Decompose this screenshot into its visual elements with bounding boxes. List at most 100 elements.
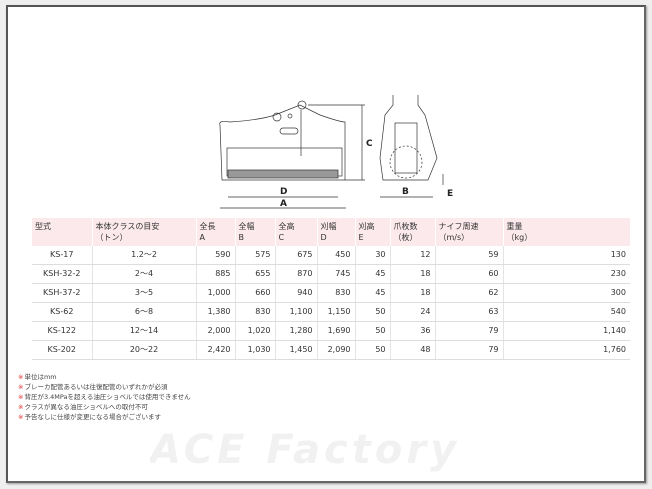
header-label: 爪枚数 (393, 222, 418, 231)
table-cell: 18 (390, 264, 436, 284)
table-cell: 1,140 (503, 321, 630, 341)
table-cell: 590 (196, 246, 236, 265)
column-header: 刈高 E (355, 218, 391, 246)
note-marker: ※ (18, 373, 24, 381)
note-item: ※クラスが異なる油圧ショベルへの取付不可 (18, 402, 191, 412)
header-sublabel: C (278, 233, 285, 242)
header-sublabel: （m/s） (438, 233, 470, 242)
table-cell: 575 (235, 246, 276, 265)
table-cell: 660 (235, 283, 276, 303)
note-text: ブレーカ配管あるいは往復配管のいずれかが必須 (24, 383, 168, 391)
product-dimension-diagram: C D A B E (219, 95, 453, 209)
header-label: 重量 (506, 222, 523, 231)
header-sublabel: （トン） (95, 233, 128, 242)
table-row: KSH-32-2 2～4 885 655 870 745 45 18 60 230 (32, 264, 630, 284)
spec-table: 型式 本体クラスの目安 （トン） 全長 A 全幅 B 全高 C 刈幅 D 刈高 E 爪枚数 （枚） ナイフ周速… (32, 218, 630, 360)
column-header: 全高 C (275, 218, 318, 246)
table-cell: 1,450 (275, 340, 318, 360)
table-cell: 1,030 (235, 340, 276, 360)
header-sublabel: （枚） (393, 233, 418, 242)
watermark-logo: ACE Factory (150, 427, 461, 473)
side-view (379, 95, 444, 198)
column-header: 重量 （kg） (503, 218, 630, 246)
table-cell: KS-122 (32, 321, 93, 341)
table-cell: 450 (317, 246, 356, 265)
table-cell: KSH-37-2 (32, 283, 93, 303)
note-item: ※ブレーカ配管あるいは往復配管のいずれかが必須 (18, 382, 191, 392)
label-c: C (366, 139, 373, 149)
column-header: ナイフ周速 （m/s） (435, 218, 504, 246)
header-sublabel: D (320, 233, 327, 242)
header-sublabel: A (199, 233, 205, 242)
table-cell: 1.2～2 (92, 246, 197, 265)
table-cell: 230 (503, 264, 630, 284)
note-marker: ※ (18, 383, 24, 391)
note-text: 背圧が3.4MPaを超える油圧ショベルでは使用できません (24, 393, 191, 401)
note-marker: ※ (18, 413, 24, 421)
note-item: ※背圧が3.4MPaを超える油圧ショベルでは使用できません (18, 392, 191, 402)
table-cell: 24 (390, 302, 436, 322)
header-label: ナイフ周速 (438, 222, 479, 231)
column-header: 刈幅 D (317, 218, 356, 246)
label-b: B (402, 187, 409, 197)
table-cell: 830 (235, 302, 276, 322)
table-cell: 36 (390, 321, 436, 341)
column-header: 型式 (32, 218, 93, 246)
table-cell: 300 (503, 283, 630, 303)
table-cell: 30 (355, 246, 391, 265)
header-sublabel: B (238, 233, 245, 242)
table-cell: 1,690 (317, 321, 356, 341)
table-cell: 540 (503, 302, 630, 322)
note-text: 単位はmm (24, 373, 57, 381)
table-cell: 50 (355, 340, 391, 360)
header-label: 本体クラスの目安 (95, 222, 160, 231)
note-marker: ※ (18, 393, 24, 401)
table-cell: 48 (390, 340, 436, 360)
table-cell: 2～4 (92, 264, 197, 284)
table-cell: KSH-32-2 (32, 264, 93, 284)
table-cell: 62 (435, 283, 504, 303)
table-cell: 1,280 (275, 321, 318, 341)
table-cell: 1,000 (196, 283, 236, 303)
table-cell: 12 (390, 246, 436, 265)
note-item: ※単位はmm (18, 372, 191, 382)
header-label: 全高 (278, 222, 295, 231)
table-cell: 675 (275, 246, 318, 265)
table-cell: 2,420 (196, 340, 236, 360)
header-label: 全長 (199, 222, 216, 231)
note-marker: ※ (18, 403, 24, 411)
table-cell: KS-202 (32, 340, 93, 360)
column-header: 本体クラスの目安 （トン） (92, 218, 197, 246)
column-header: 全長 A (196, 218, 236, 246)
table-cell: 79 (435, 321, 504, 341)
note-text: 予告なしに仕様が変更になる場合がございます (24, 413, 161, 421)
header-label: 刈幅 (320, 222, 337, 231)
table-cell: 940 (275, 283, 318, 303)
table-cell: 59 (435, 246, 504, 265)
table-cell: 50 (355, 321, 391, 341)
table-cell: 1,150 (317, 302, 356, 322)
header-label: 刈高 (358, 222, 375, 231)
table-cell: 1,760 (503, 340, 630, 360)
table-cell: 655 (235, 264, 276, 284)
notes-list: ※単位はmm ※ブレーカ配管あるいは往復配管のいずれかが必須 ※背圧が3.4MPaを… (18, 372, 191, 422)
table-cell: 1,100 (275, 302, 318, 322)
label-e: E (447, 189, 453, 199)
front-view (219, 100, 365, 209)
table-cell: 60 (435, 264, 504, 284)
column-header: 全幅 B (235, 218, 276, 246)
table-cell: 1,380 (196, 302, 236, 322)
table-cell: KS-62 (32, 302, 93, 322)
table-cell: 18 (390, 283, 436, 303)
note-text: クラスが異なる油圧ショベルへの取付不可 (24, 403, 148, 411)
header-sublabel: E (358, 233, 364, 242)
table-row: KS-202 20～22 2,420 1,030 1,450 2,090 50 48 79 1,7… (32, 340, 630, 360)
table-cell: 45 (355, 283, 391, 303)
table-cell: 12～14 (92, 321, 197, 341)
table-cell: 79 (435, 340, 504, 360)
header-label: 型式 (35, 222, 51, 231)
column-header: 爪枚数 （枚） (390, 218, 436, 246)
table-row: KSH-37-2 3～5 1,000 660 940 830 45 18 62 300 (32, 283, 630, 303)
table-cell: 20～22 (92, 340, 197, 360)
table-cell: 3～5 (92, 283, 197, 303)
